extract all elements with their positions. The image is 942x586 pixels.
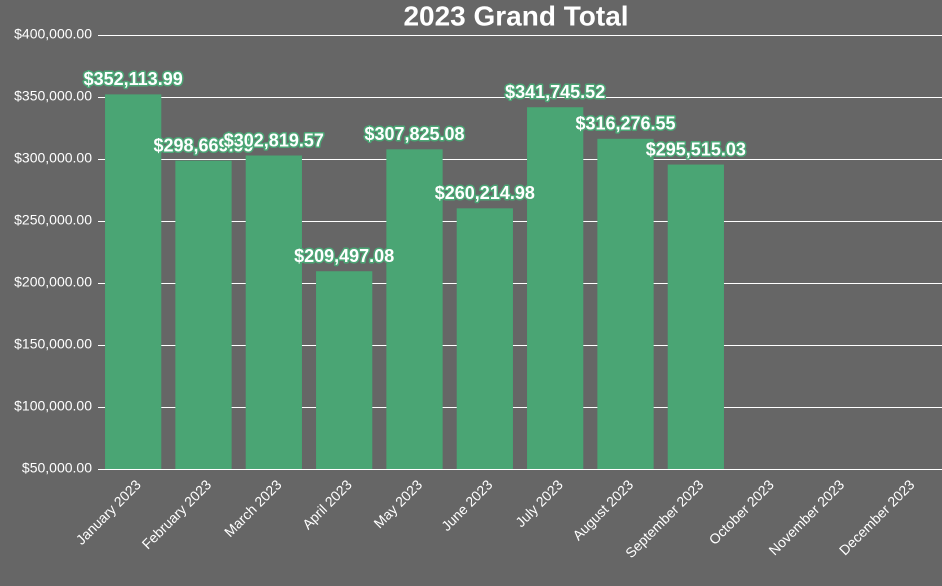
y-tick-label: $250,000.00 [14, 212, 92, 228]
y-tick-label: $100,000.00 [14, 398, 92, 414]
value-label: $302,819.57 [224, 130, 324, 150]
y-tick-label: $400,000.00 [14, 26, 92, 42]
value-label: $316,276.55 [575, 114, 675, 134]
y-tick-label: $350,000.00 [14, 88, 92, 104]
y-tick-label: $300,000.00 [14, 150, 92, 166]
chart-title: 2023 Grand Total [403, 0, 628, 31]
value-label: $295,515.03 [646, 139, 746, 159]
y-tick-label: $150,000.00 [14, 336, 92, 352]
bar [316, 271, 373, 469]
value-label: $307,825.08 [364, 124, 464, 144]
bar [105, 94, 162, 469]
value-label: $298,669.99 [153, 135, 253, 155]
value-label: $260,214.98 [435, 183, 535, 203]
bar [456, 208, 513, 469]
bar [597, 138, 654, 469]
bar [245, 155, 302, 470]
value-label: $209,497.08 [294, 246, 394, 266]
bar [667, 164, 724, 470]
bar [527, 107, 584, 469]
value-label: $341,745.52 [505, 82, 605, 102]
value-label: $352,113.99 [84, 69, 183, 89]
y-tick-label: $50,000.00 [22, 460, 92, 476]
y-tick-label: $200,000.00 [14, 274, 92, 290]
bar [386, 149, 443, 469]
bar [175, 160, 232, 469]
